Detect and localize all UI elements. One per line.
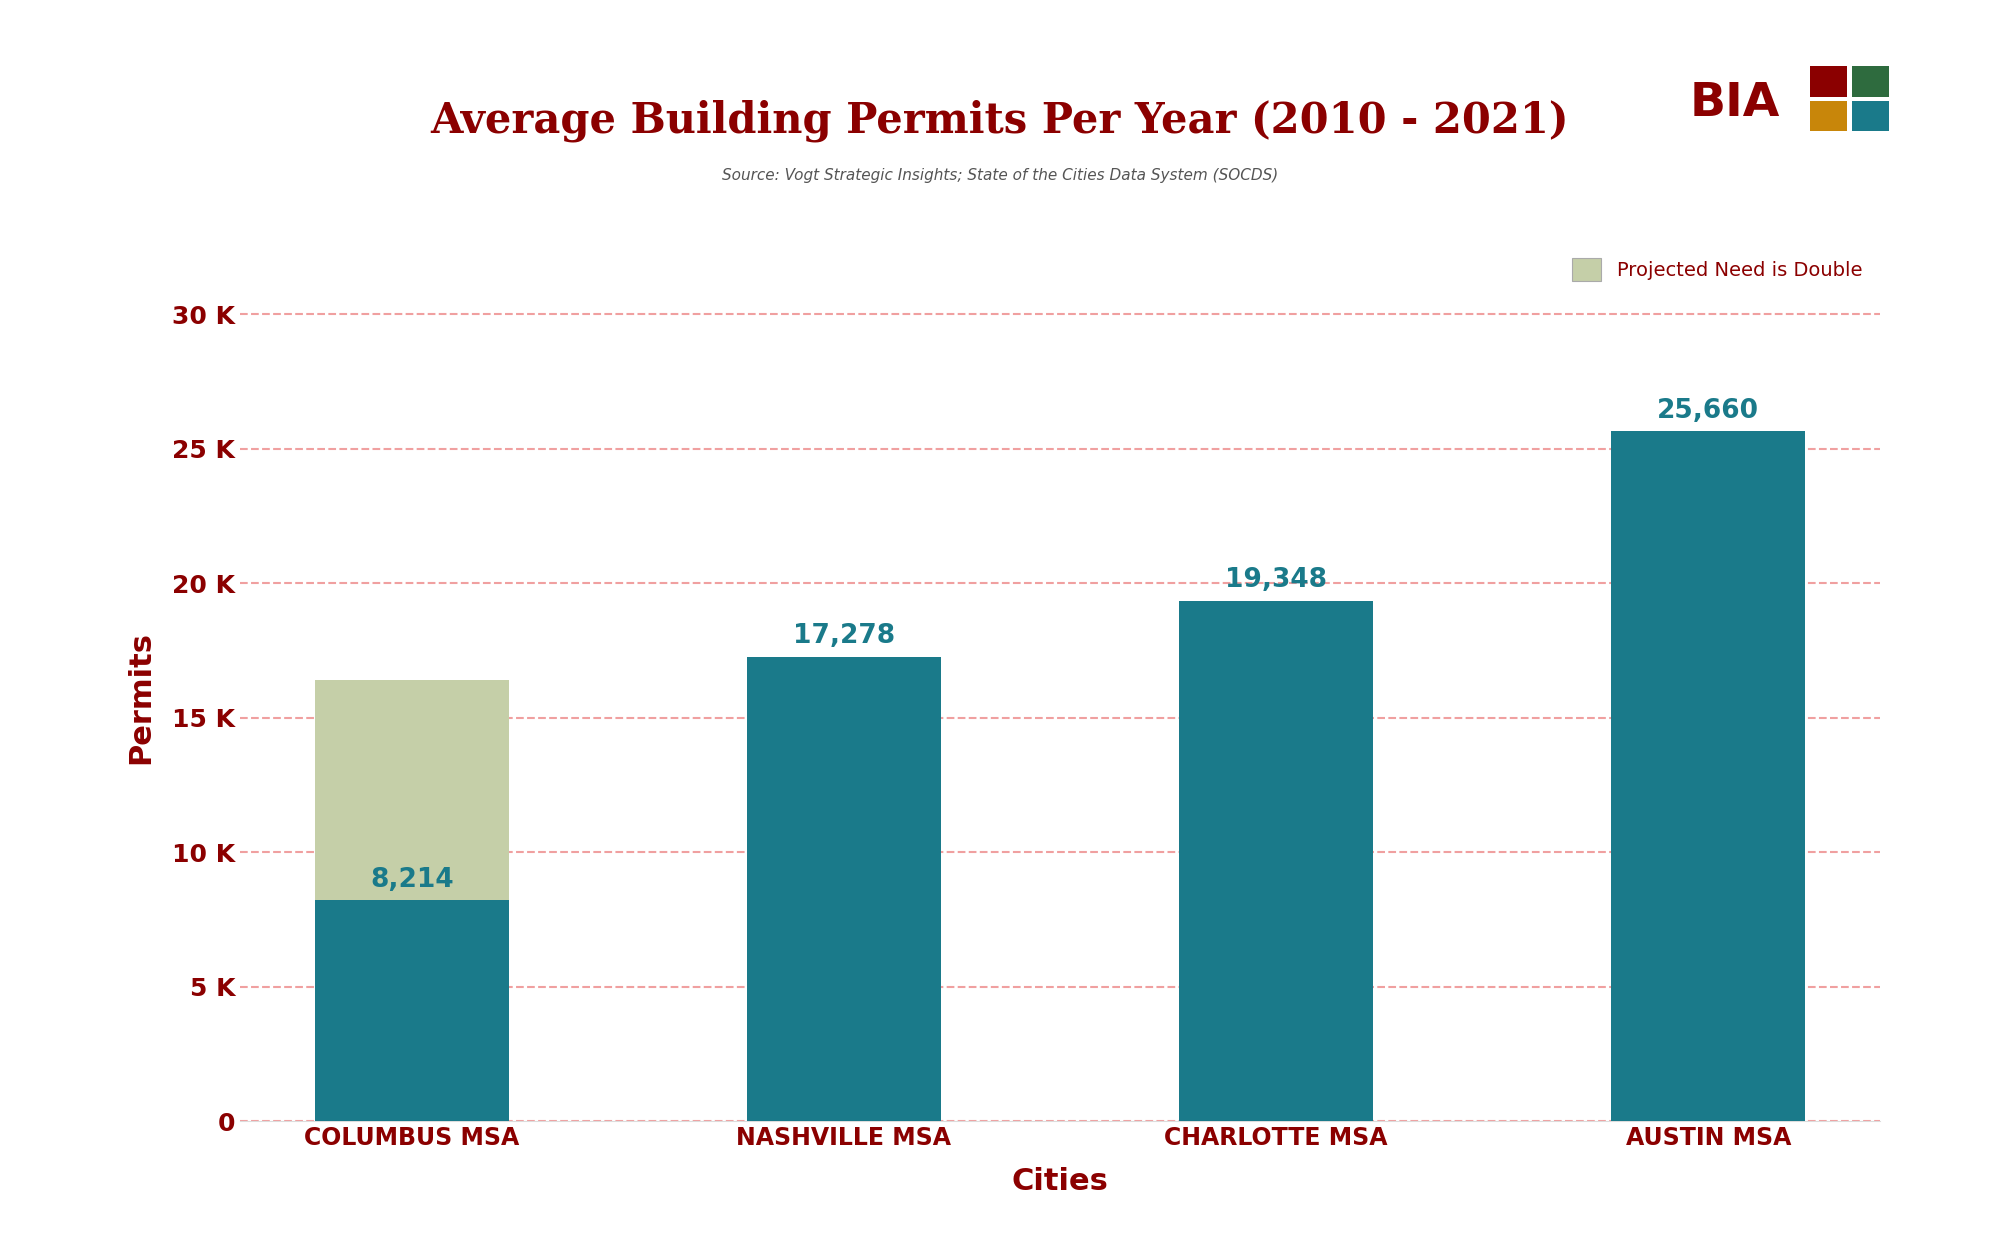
Text: BIA: BIA: [1690, 81, 1780, 126]
Bar: [1852, 66, 1888, 97]
Bar: [314, 679, 510, 1121]
Text: Source: Vogt Strategic Insights; State of the Cities Data System (SOCDS): Source: Vogt Strategic Insights; State o…: [722, 168, 1278, 183]
Bar: [746, 657, 942, 1121]
Text: Average Building Permits Per Year (2010 - 2021): Average Building Permits Per Year (2010 …: [430, 100, 1570, 142]
Bar: [1810, 66, 1846, 97]
Bar: [1610, 431, 1806, 1121]
Legend: Projected Need is Double: Projected Need is Double: [1564, 250, 1870, 289]
Bar: [1852, 101, 1888, 131]
Text: 25,660: 25,660: [1658, 397, 1760, 424]
Bar: [1178, 601, 1374, 1121]
Bar: [1810, 101, 1846, 131]
Y-axis label: Permits: Permits: [126, 632, 156, 764]
X-axis label: Cities: Cities: [1012, 1168, 1108, 1196]
Text: 19,348: 19,348: [1226, 567, 1328, 593]
Text: 8,214: 8,214: [370, 867, 454, 893]
Bar: [314, 901, 510, 1121]
Text: 17,278: 17,278: [792, 623, 894, 649]
